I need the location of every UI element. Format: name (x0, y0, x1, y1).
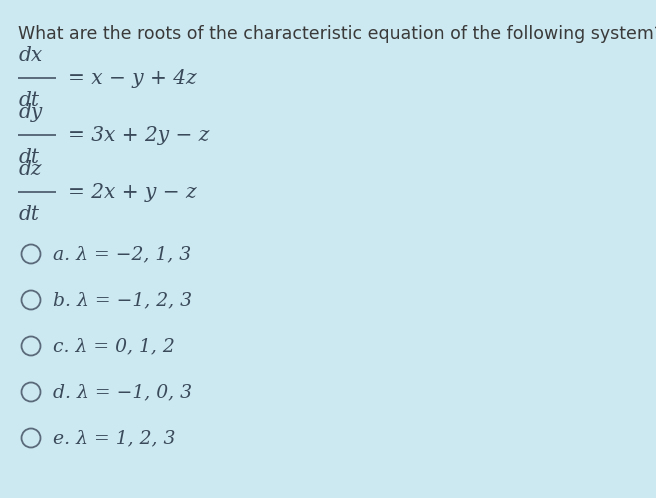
Text: What are the roots of the characteristic equation of the following system?: What are the roots of the characteristic… (18, 25, 656, 43)
Text: dt: dt (19, 205, 40, 224)
Text: dx: dx (19, 46, 43, 65)
Text: d. λ = −1, 0, 3: d. λ = −1, 0, 3 (53, 383, 192, 401)
Text: c. λ = 0, 1, 2: c. λ = 0, 1, 2 (53, 337, 174, 355)
Text: a. λ = −2, 1, 3: a. λ = −2, 1, 3 (53, 245, 191, 263)
Text: dt: dt (19, 91, 40, 110)
Text: e. λ = 1, 2, 3: e. λ = 1, 2, 3 (53, 429, 175, 447)
Text: = x − y + 4z: = x − y + 4z (68, 69, 197, 88)
Text: = 2x + y − z: = 2x + y − z (68, 182, 197, 202)
Text: dt: dt (19, 148, 40, 167)
Text: = 3x + 2y − z: = 3x + 2y − z (68, 125, 209, 144)
Text: dz: dz (19, 160, 43, 179)
Text: b. λ = −1, 2, 3: b. λ = −1, 2, 3 (53, 291, 192, 309)
Text: dy: dy (19, 103, 43, 122)
